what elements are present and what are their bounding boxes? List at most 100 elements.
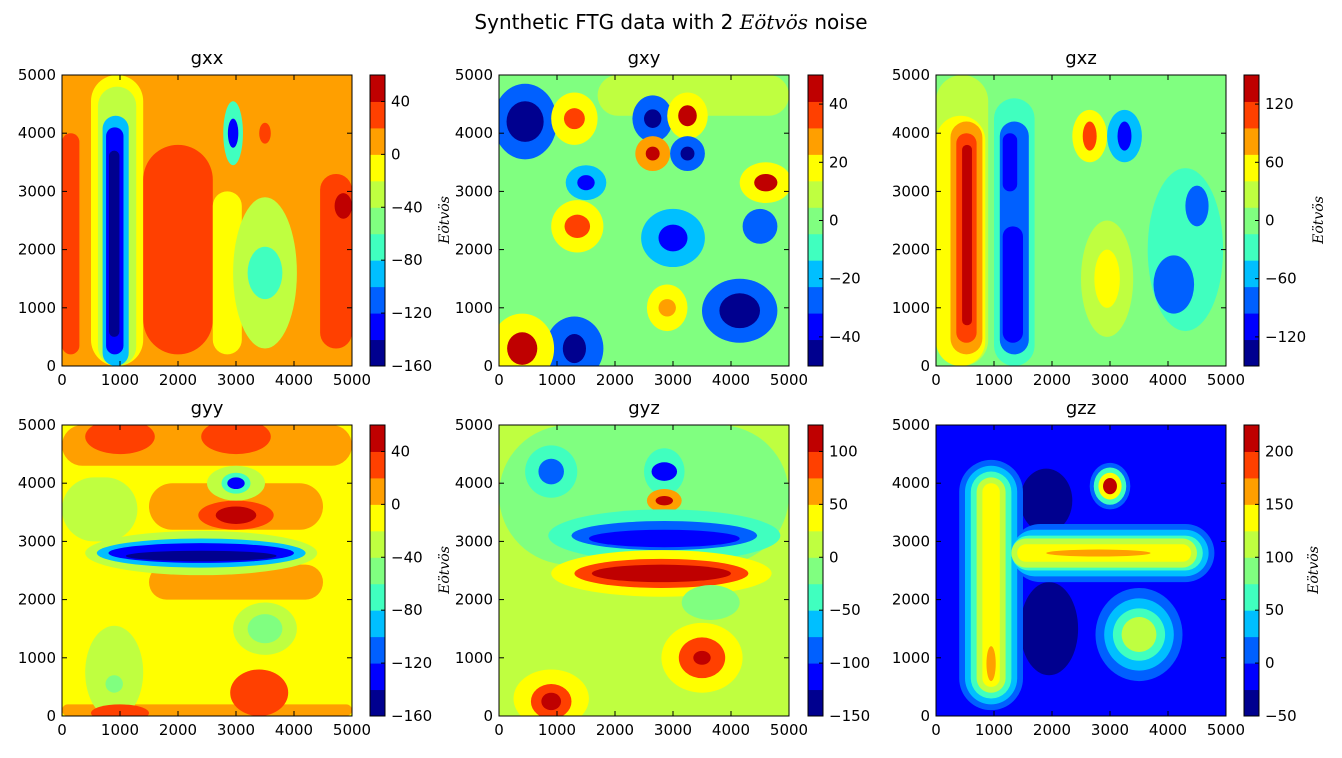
x-tick-label: 2000 bbox=[1033, 371, 1071, 389]
contour-region bbox=[507, 332, 538, 365]
contour-region bbox=[986, 646, 996, 682]
y-tick-label: 3000 bbox=[18, 182, 56, 200]
colorbar-segment bbox=[808, 557, 823, 585]
x-tick-label: 0 bbox=[931, 371, 941, 389]
x-tick-label: 4000 bbox=[275, 371, 313, 389]
colorbar: −40 −20 0 20 40 bbox=[807, 74, 861, 367]
colorbar-segment bbox=[808, 339, 823, 367]
colorbar-segment bbox=[1244, 636, 1259, 664]
plot-area bbox=[936, 425, 1226, 716]
x-tick-label: 0 bbox=[57, 721, 67, 739]
colorbar-frame bbox=[807, 424, 824, 717]
panel-title: gxy bbox=[628, 48, 661, 69]
contour-region bbox=[588, 529, 740, 548]
contour-region bbox=[1121, 617, 1157, 652]
x-tick-label: 1000 bbox=[101, 721, 139, 739]
plot-frame bbox=[498, 74, 790, 367]
colorbar-tick-label: 0 bbox=[391, 495, 401, 513]
y-tick-label: 4000 bbox=[18, 124, 56, 142]
colorbar-segment bbox=[1244, 477, 1259, 505]
colorbar-label: Eötvös bbox=[437, 546, 453, 595]
contour-region bbox=[982, 483, 1000, 687]
colorbar-segment bbox=[808, 313, 823, 341]
x-tick-label: 1000 bbox=[538, 371, 576, 389]
colorbar-tick-label: 40 bbox=[391, 442, 410, 460]
contour-region bbox=[1002, 133, 1018, 192]
colorbar-label: Eötvös bbox=[437, 196, 453, 245]
colorbar-segment bbox=[808, 636, 823, 664]
colorbar-segment bbox=[370, 477, 385, 505]
colorbar-segment bbox=[370, 127, 385, 155]
colorbar-tick-label: −50 bbox=[829, 601, 861, 619]
panel-title: gxx bbox=[191, 48, 224, 69]
colorbar-segment bbox=[808, 207, 823, 235]
colorbar-segment bbox=[808, 154, 823, 182]
colorbar-segment bbox=[1244, 451, 1259, 479]
colorbar-segment bbox=[808, 425, 823, 452]
colorbar-label: Eötvös bbox=[1306, 546, 1322, 595]
colorbar-tick-label: 0 bbox=[1265, 212, 1275, 230]
colorbar-segment bbox=[370, 636, 385, 664]
x-tick-label: 3000 bbox=[654, 371, 692, 389]
panel-title: gxz bbox=[1065, 48, 1097, 69]
x-tick-label: 5000 bbox=[1207, 721, 1245, 739]
colorbar-tick-label: 20 bbox=[829, 153, 848, 171]
colorbar-segment bbox=[808, 477, 823, 505]
contour-region bbox=[259, 122, 271, 144]
colorbar: −50 0 50 100 150 200 bbox=[1243, 424, 1297, 725]
y-tick-label: 5000 bbox=[892, 416, 930, 434]
contour-region bbox=[1046, 549, 1151, 557]
contour-region bbox=[577, 175, 595, 191]
y-tick-label: 4000 bbox=[892, 124, 930, 142]
x-tick-label: 2000 bbox=[596, 721, 634, 739]
colorbar-segment bbox=[808, 180, 823, 208]
y-tick-label: 4000 bbox=[18, 474, 56, 492]
contour-region bbox=[91, 704, 149, 716]
colorbar-segment bbox=[370, 286, 385, 314]
colorbar-segment bbox=[1244, 689, 1259, 717]
colorbar-tick-label: −100 bbox=[829, 654, 870, 672]
x-tick-label: 5000 bbox=[333, 721, 371, 739]
contour-region bbox=[651, 462, 678, 481]
x-tick-label: 5000 bbox=[770, 721, 808, 739]
contour-region bbox=[1153, 255, 1195, 314]
x-tick-label: 5000 bbox=[1207, 371, 1245, 389]
colorbar-tick-label: −60 bbox=[1265, 270, 1297, 288]
contour-region bbox=[247, 246, 283, 300]
y-tick-label: 4000 bbox=[892, 474, 930, 492]
contour-region bbox=[1117, 121, 1132, 151]
colorbar-tick-label: −50 bbox=[1265, 707, 1297, 725]
x-tick-label: 1000 bbox=[975, 721, 1013, 739]
colorbar-frame bbox=[1243, 424, 1260, 717]
x-tick-label: 2000 bbox=[1033, 721, 1071, 739]
colorbar-tick-label: 50 bbox=[1265, 601, 1284, 619]
y-tick-label: 1000 bbox=[892, 299, 930, 317]
contour-region bbox=[62, 133, 80, 355]
colorbar-segment bbox=[1244, 530, 1259, 558]
colorbar-segment bbox=[370, 663, 385, 691]
x-tick-label: 2000 bbox=[159, 371, 197, 389]
colorbar-tick-label: −120 bbox=[391, 304, 432, 322]
y-tick-label: 1000 bbox=[892, 649, 930, 667]
y-tick-label: 0 bbox=[920, 707, 930, 725]
colorbar-segment bbox=[808, 260, 823, 288]
colorbar-tick-label: −20 bbox=[829, 270, 861, 288]
x-tick-label: 3000 bbox=[1091, 371, 1129, 389]
contour-region bbox=[742, 208, 778, 244]
contour-region bbox=[541, 692, 562, 711]
figure-title: Synthetic FTG data with 2 Eötvös noise bbox=[0, 10, 1342, 34]
contour-region bbox=[645, 146, 660, 161]
panel-title: gzz bbox=[1066, 398, 1096, 419]
colorbar-segment bbox=[808, 101, 823, 129]
colorbar-segment bbox=[1244, 583, 1259, 611]
colorbar-segment bbox=[370, 233, 385, 261]
contour-region bbox=[564, 214, 591, 238]
colorbar-segment bbox=[1244, 75, 1259, 102]
x-tick-label: 3000 bbox=[1091, 721, 1129, 739]
contour-region bbox=[644, 109, 662, 128]
y-tick-label: 4000 bbox=[455, 124, 493, 142]
contour-region bbox=[108, 150, 120, 337]
panel-title: gyy bbox=[191, 398, 224, 419]
